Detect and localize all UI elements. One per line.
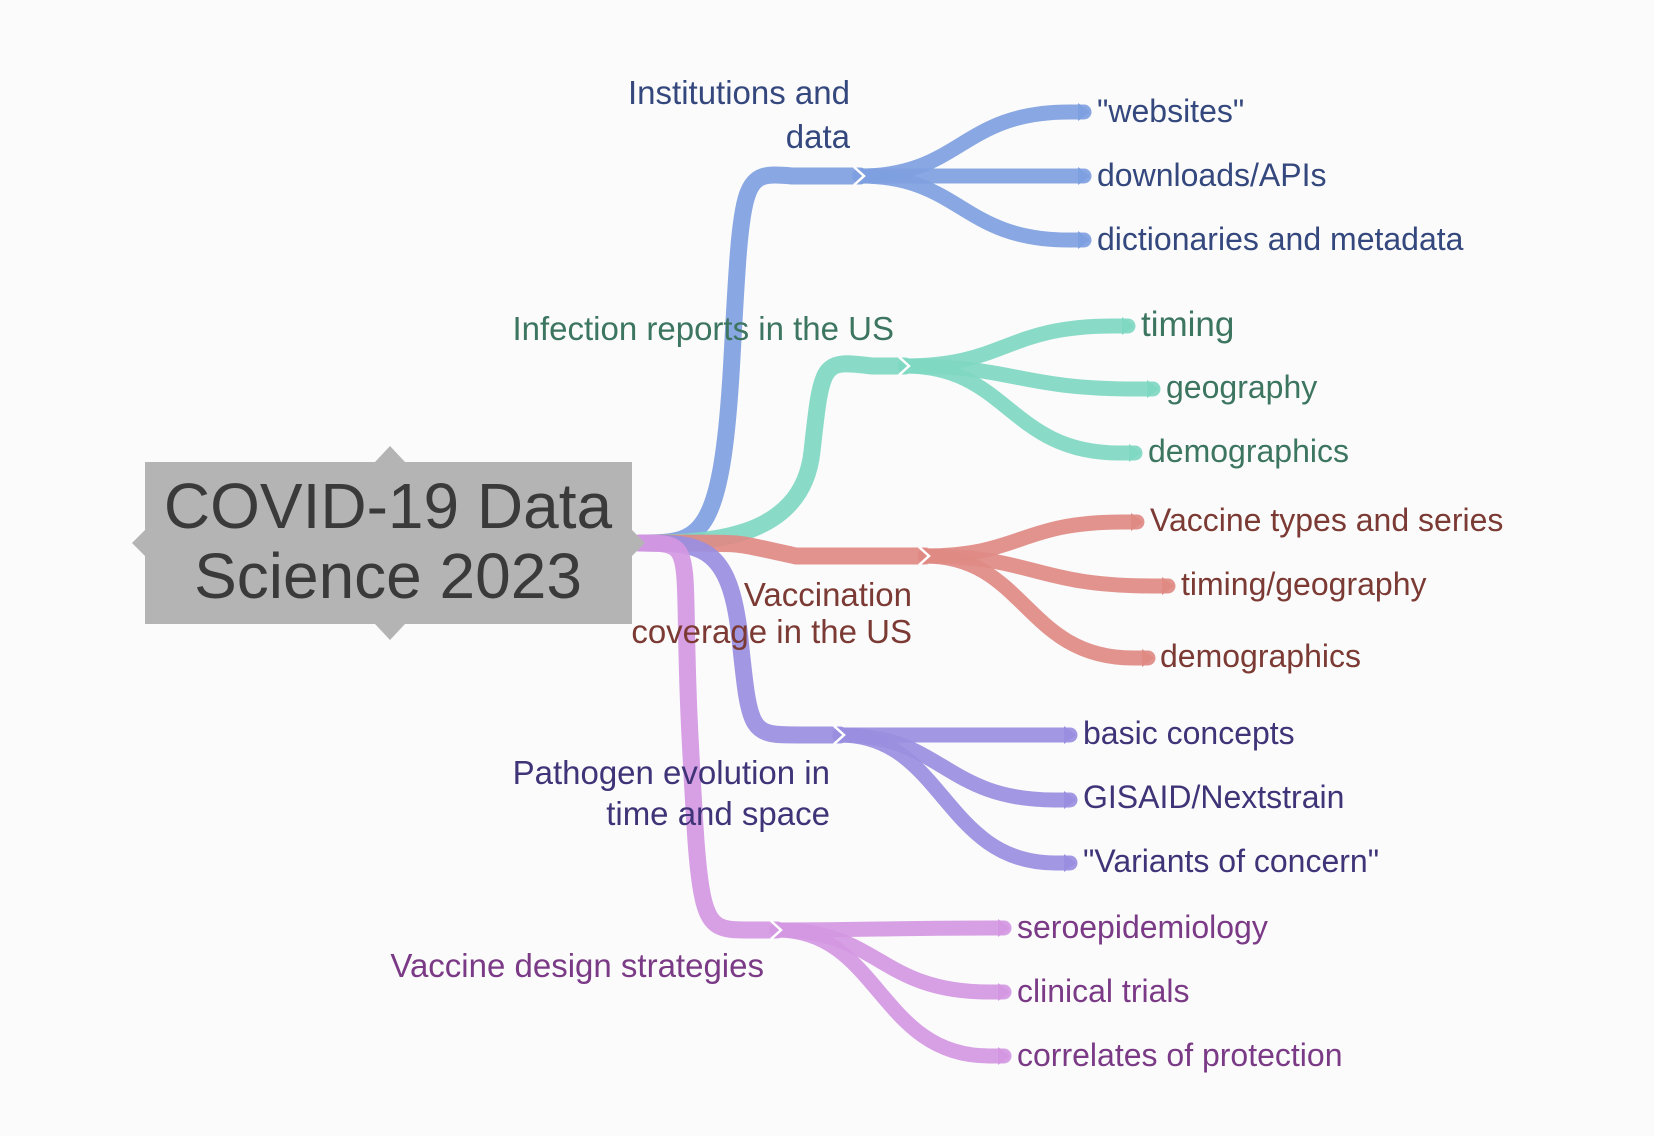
root-title-line-2: Science 2023 <box>194 540 582 612</box>
root-title-line-1: COVID-19 Data <box>164 470 613 542</box>
branch-institutions-and-data[interactable]: Institutions and data <box>628 74 851 155</box>
branch-connector <box>631 534 786 939</box>
leaf-connector-tip <box>1162 577 1174 595</box>
branch-label: Infection reports in the US <box>512 310 894 347</box>
leaf-connector-tip <box>1142 649 1154 667</box>
leaf-connector-tip <box>1078 167 1090 185</box>
leaf-correlates-of-protection[interactable]: correlates of protection <box>1017 1037 1343 1073</box>
leaf-connector <box>769 922 1012 1064</box>
leaf-connector-tip <box>1078 231 1090 249</box>
branch-label: Vaccine design strategies <box>390 947 764 984</box>
leaf-demographics-infection[interactable]: demographics <box>1148 433 1349 469</box>
branch-label-line-1: Pathogen evolution in <box>513 754 830 791</box>
leaf-websites[interactable]: "websites" <box>1097 93 1244 129</box>
leaf-connector-tip <box>1064 854 1076 872</box>
leaf-clinical-trials[interactable]: clinical trials <box>1017 973 1189 1009</box>
leaf-vaccine-types-and-series[interactable]: Vaccine types and series <box>1150 502 1503 538</box>
leaf-seroepidemiology[interactable]: seroepidemiology <box>1017 909 1268 945</box>
leaf-connector <box>852 168 1092 248</box>
fork-notch <box>898 356 911 376</box>
branch-pathogen-evolution[interactable]: Pathogen evolution in time and space <box>513 754 830 832</box>
branch-connector <box>631 355 914 552</box>
leaf-variants-of-concern[interactable]: "Variants of concern" <box>1083 843 1379 879</box>
leaf-basic-concepts[interactable]: basic concepts <box>1083 715 1295 751</box>
branch-label-line-2: coverage in the US <box>631 613 912 650</box>
connector-layer <box>631 103 1176 1065</box>
leaf-connector-tip <box>1122 317 1134 335</box>
leaf-connector <box>832 727 1078 871</box>
root-node[interactable]: COVID-19 Data Science 2023 <box>132 446 645 640</box>
leaf-downloads-apis[interactable]: downloads/APIs <box>1097 157 1326 193</box>
branch-infection-reports[interactable]: Infection reports in the US <box>512 310 894 347</box>
leaf-demographics-vaccination[interactable]: demographics <box>1160 638 1361 674</box>
leaf-connector-tip <box>1147 380 1159 398</box>
leaf-connector-tip <box>1064 791 1076 809</box>
leaf-connector-tip <box>998 1047 1010 1065</box>
root-node-background <box>132 446 645 640</box>
leaf-connector <box>917 548 1156 666</box>
leaf-connector <box>897 358 1143 461</box>
leaf-connector-tip <box>1064 726 1076 744</box>
branch-label-line-1: Vaccination <box>744 576 912 613</box>
leaf-connector-tip <box>1131 513 1143 531</box>
branch-label-line-1: Institutions and <box>628 74 850 111</box>
branch-connector <box>631 166 869 552</box>
leaf-timing-geography[interactable]: timing/geography <box>1181 566 1426 602</box>
leaf-timing[interactable]: timing <box>1141 305 1234 344</box>
branch-connector <box>631 534 849 744</box>
leaf-dictionaries-and-metadata[interactable]: dictionaries and metadata <box>1097 221 1464 257</box>
fork-notch <box>853 166 866 186</box>
leaf-connector-tip <box>998 983 1010 1001</box>
branch-label-line-2: data <box>786 118 851 155</box>
branch-vaccine-design-strategies[interactable]: Vaccine design strategies <box>390 947 764 984</box>
leaf-connector-tip <box>998 919 1010 937</box>
leaf-connector <box>852 104 1092 184</box>
fork-notch <box>918 546 931 566</box>
branch-vaccination-coverage[interactable]: Vaccination coverage in the US <box>631 576 912 650</box>
leaf-geography[interactable]: geography <box>1166 369 1317 405</box>
leaf-gisaid-nextstrain[interactable]: GISAID/Nextstrain <box>1083 779 1344 815</box>
fork-notch <box>770 920 783 940</box>
fork-notch <box>833 725 846 745</box>
branch-label-line-2: time and space <box>606 795 830 832</box>
leaf-connector-tip <box>1129 444 1141 462</box>
leaf-connector-tip <box>1078 103 1090 121</box>
